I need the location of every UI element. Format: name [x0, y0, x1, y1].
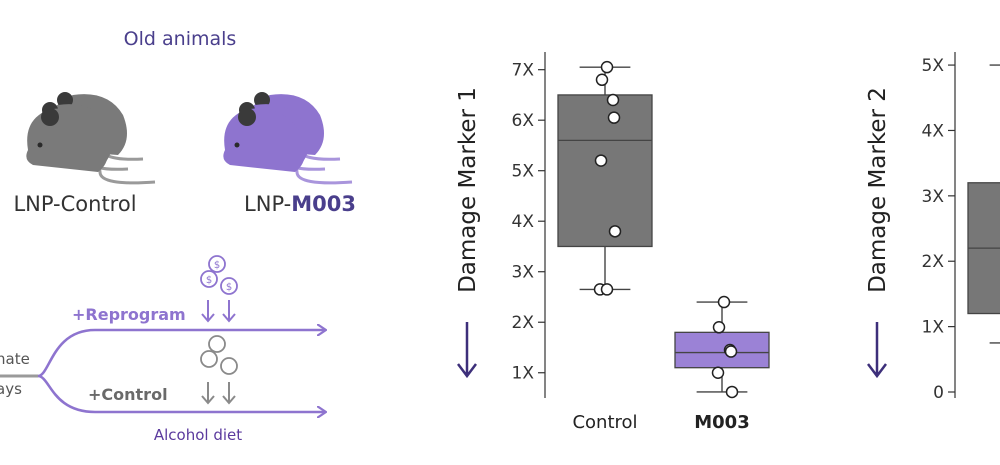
data-point [712, 321, 726, 334]
data-point [600, 60, 614, 74]
lnp-particles-gray-icon [200, 335, 238, 375]
control-treatment-label: +Control [88, 385, 168, 404]
data-point [724, 345, 738, 358]
y-tick-label: 4X [922, 121, 945, 141]
data-point [594, 154, 608, 167]
y-tick-label: 7X [512, 61, 535, 81]
lnp-particles-purple-icon: $ $ $ [200, 255, 238, 295]
y-tick-label: 6X [512, 111, 535, 131]
group-label-treated-bold: M003 [291, 192, 356, 216]
svg-text:$: $ [214, 260, 220, 271]
schematic-left-label-2: ays [0, 380, 22, 398]
chart-damage-marker-1: Damage Marker 1 1X 2X 3X 4X 5X 6X 7X Control M0… [455, 52, 770, 433]
y-tick-label: 1X [922, 318, 945, 338]
x-tick-label: Control [572, 412, 637, 433]
down-arrow-icon [457, 322, 477, 379]
data-point [600, 283, 614, 296]
data-point [711, 366, 725, 379]
reprogram-label: +Reprogram [72, 305, 186, 324]
down-arrow-icon [867, 322, 887, 379]
y-tick-label: 1X [512, 364, 535, 384]
box-iqr [557, 94, 653, 248]
svg-text:$: $ [206, 275, 212, 286]
data-point [608, 225, 622, 238]
y-tick-label: 2X [512, 313, 535, 333]
box-co [967, 64, 1000, 344]
schematic-left-label-1: nate [0, 350, 30, 368]
mouse-group-control-icon [26, 92, 156, 185]
box-iqr [674, 331, 770, 369]
diet-label: Alcohol diet [154, 426, 242, 444]
y-axis-label-1: Damage Marker 1 [455, 87, 481, 293]
box-m003 [674, 295, 770, 399]
group-label-treated-prefix: LNP- [244, 192, 291, 216]
box-control [557, 60, 653, 296]
data-point [607, 111, 621, 124]
svg-text:$: $ [226, 282, 232, 293]
x-tick-label: M003 [694, 412, 750, 433]
injection-arrows-gray-icon [201, 382, 236, 405]
y-tick-label: 0 [933, 383, 944, 403]
injection-arrows-purple-icon [201, 300, 236, 323]
y-axis-label-2: Damage Marker 2 [865, 87, 891, 293]
data-point [725, 385, 739, 399]
y-tick-label: 3X [922, 187, 945, 207]
y-tick-label: 5X [922, 56, 945, 76]
group-label-treated: LNP-M003 [244, 192, 356, 216]
mouse-group-treated-icon [223, 92, 353, 185]
data-point [606, 93, 620, 107]
panel-title: Old animals [124, 28, 237, 50]
group-label-control: LNP-Control [13, 192, 136, 216]
schematic: nate ays +Reprogram +Control Alcohol die… [0, 255, 325, 444]
y-tick-label: 5X [512, 162, 535, 182]
y-tick-label: 2X [922, 252, 945, 272]
y-tick-label: 4X [512, 212, 535, 232]
data-point [595, 73, 609, 87]
data-point [717, 295, 731, 309]
y-tick-label: 3X [512, 263, 535, 283]
